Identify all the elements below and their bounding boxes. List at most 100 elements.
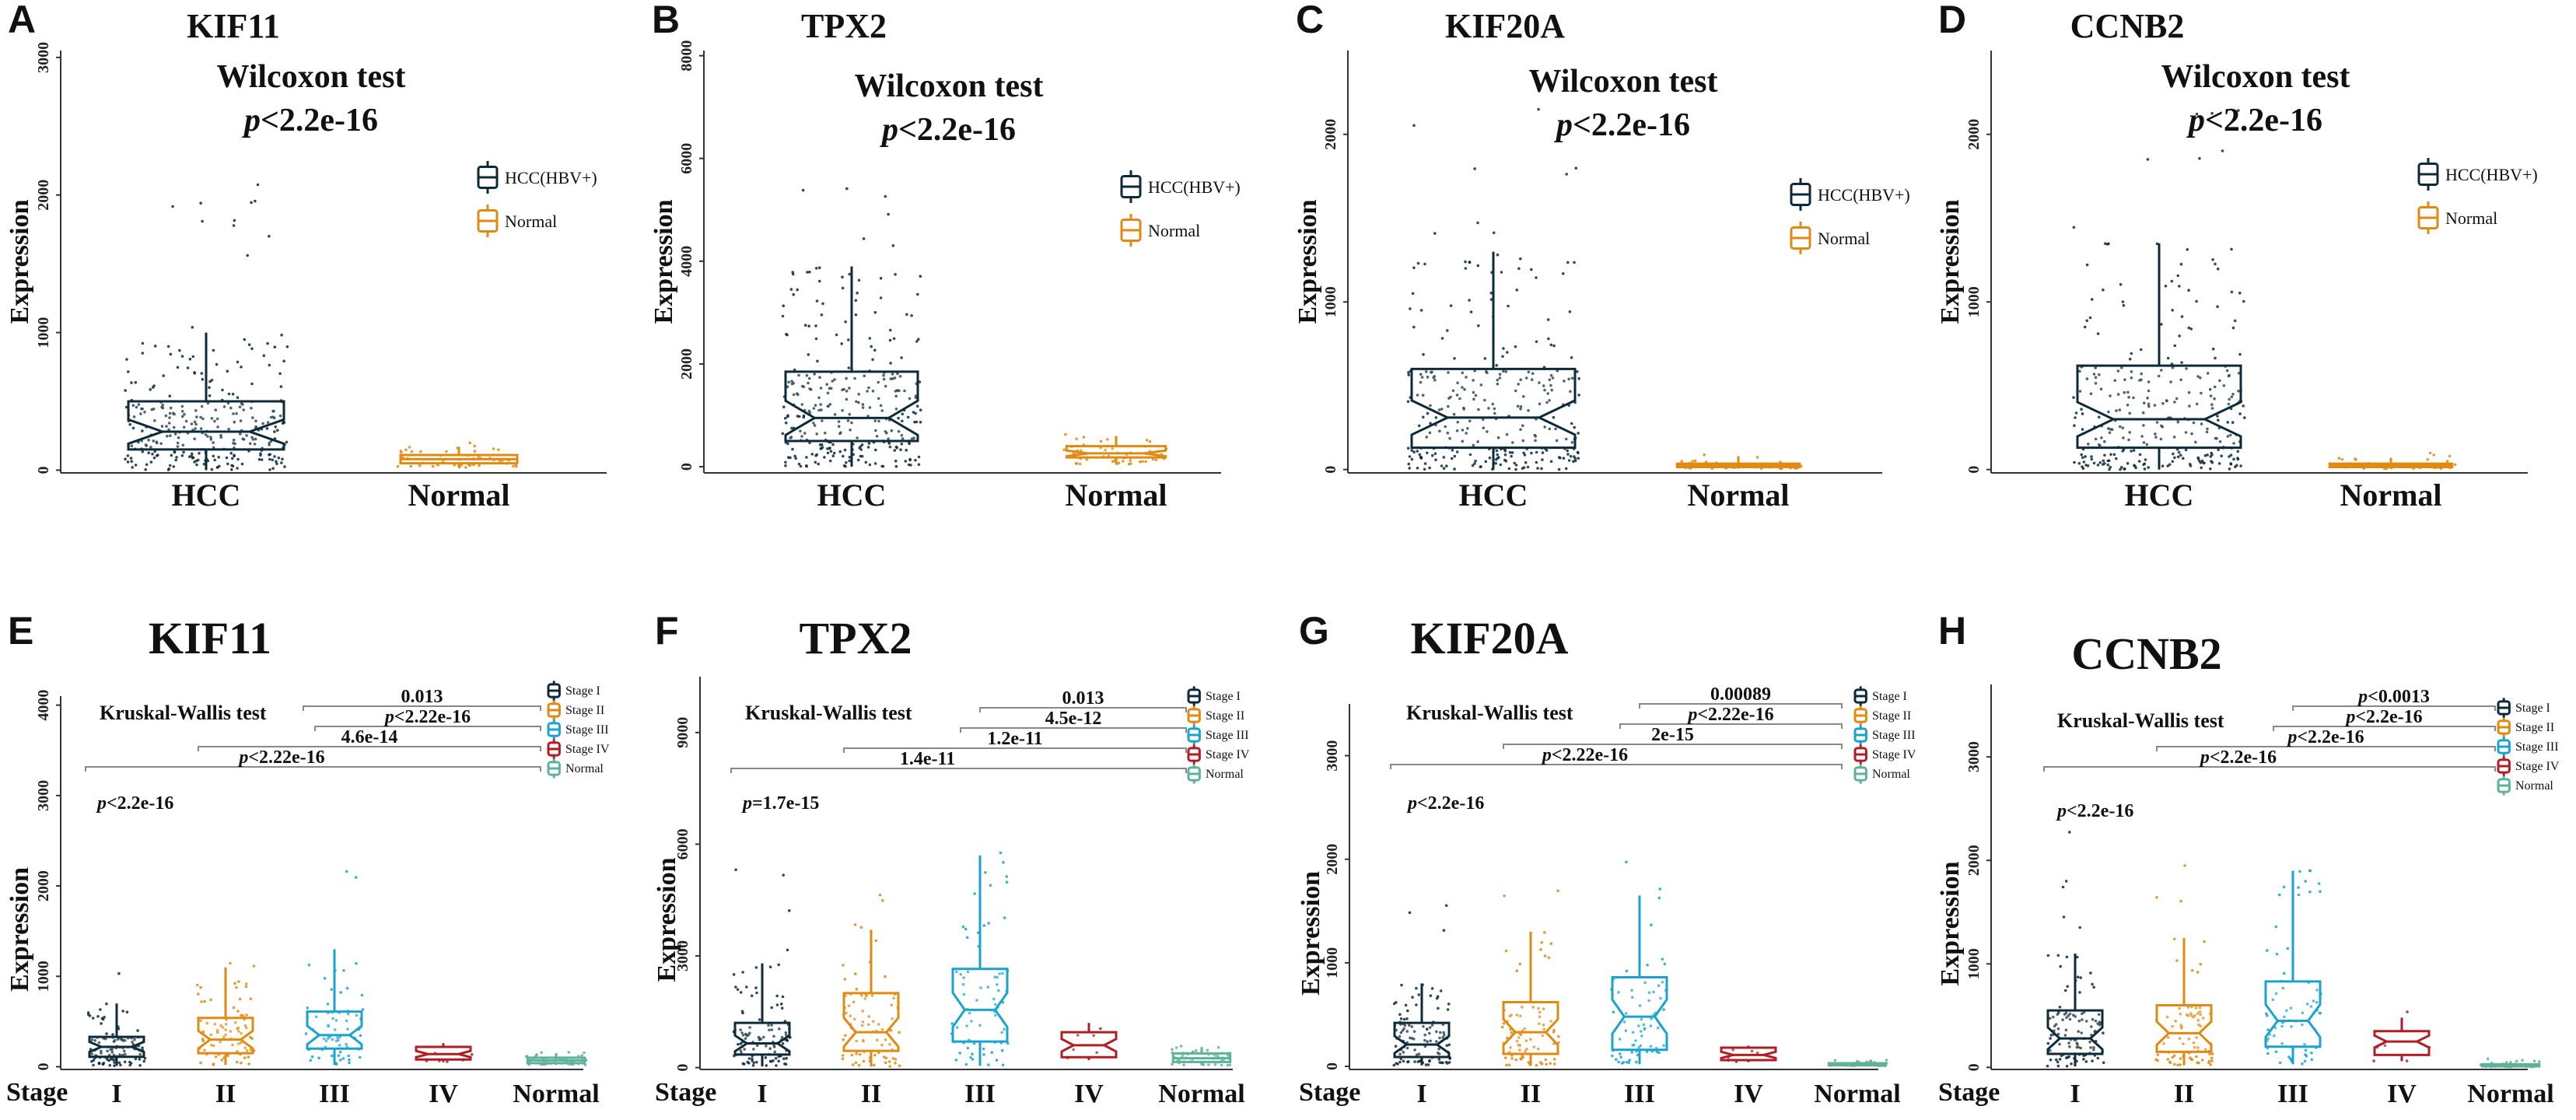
data-point xyxy=(2081,1018,2084,1021)
data-point xyxy=(1642,1023,1646,1027)
data-point xyxy=(2165,1015,2169,1019)
data-point xyxy=(823,456,826,459)
data-point xyxy=(1405,1046,1409,1050)
data-point xyxy=(215,1029,219,1032)
data-point xyxy=(908,397,912,401)
data-point xyxy=(975,999,978,1002)
data-point xyxy=(1461,386,1464,389)
legend-label: Normal xyxy=(1206,768,1244,781)
data-point xyxy=(2094,366,2097,369)
data-point xyxy=(1407,462,1411,466)
data-point xyxy=(91,1017,95,1020)
data-point xyxy=(2230,290,2234,294)
data-point xyxy=(1463,387,1466,391)
data-point xyxy=(2195,402,2199,406)
data-point xyxy=(1426,1040,1429,1043)
data-point xyxy=(250,347,254,351)
legend-label: Stage III xyxy=(565,723,609,737)
data-point xyxy=(874,448,877,452)
data-point xyxy=(225,456,229,460)
data-point xyxy=(2130,376,2133,380)
data-point xyxy=(855,1039,858,1043)
data-point xyxy=(1519,1033,1523,1037)
data-point xyxy=(220,1059,224,1062)
data-point xyxy=(2155,242,2159,246)
data-point xyxy=(2090,298,2094,301)
data-point xyxy=(1649,1045,1653,1048)
data-point xyxy=(1408,1024,1411,1027)
data-point xyxy=(1617,1060,1620,1064)
data-point xyxy=(2186,248,2189,251)
data-point xyxy=(1543,954,1547,957)
data-point xyxy=(914,396,918,400)
data-point xyxy=(1646,964,1649,967)
data-point xyxy=(199,427,203,430)
data-point xyxy=(2085,377,2089,380)
data-point xyxy=(2231,421,2235,424)
data-point xyxy=(1435,996,1439,1000)
box-2 xyxy=(306,1010,363,1050)
data-point xyxy=(2074,411,2078,415)
data-point xyxy=(1630,996,1634,999)
data-point xyxy=(2067,1041,2070,1045)
data-point xyxy=(1483,398,1486,402)
data-point xyxy=(1505,432,1509,436)
data-point xyxy=(130,381,133,384)
data-point xyxy=(817,408,821,412)
data-point xyxy=(2205,430,2209,434)
data-point xyxy=(1410,457,1414,461)
data-point xyxy=(1573,459,1577,463)
data-point xyxy=(360,993,364,997)
data-point xyxy=(497,448,500,451)
data-point xyxy=(2297,886,2300,889)
data-point xyxy=(847,366,851,369)
data-point xyxy=(854,313,858,317)
data-point xyxy=(855,400,858,404)
data-point xyxy=(261,422,264,425)
panel-letter: F xyxy=(655,609,679,653)
data-point xyxy=(757,1035,761,1039)
panel-letter: H xyxy=(1938,609,1966,653)
data-point xyxy=(1419,309,1423,312)
data-point xyxy=(214,1055,218,1059)
data-point xyxy=(1423,1038,1426,1042)
data-point xyxy=(919,421,922,424)
panel-letter: B xyxy=(652,0,680,41)
data-point xyxy=(1548,399,1551,402)
data-point xyxy=(250,201,253,205)
data-point xyxy=(2237,390,2240,393)
data-point xyxy=(190,422,194,425)
data-point xyxy=(396,464,400,468)
data-point xyxy=(833,378,836,381)
data-point xyxy=(1519,1057,1523,1061)
data-point xyxy=(888,328,892,332)
data-point xyxy=(1691,460,1694,463)
data-point xyxy=(119,1063,122,1067)
data-point xyxy=(198,452,201,455)
y-tick-label: 4000 xyxy=(35,690,52,721)
data-point xyxy=(2176,455,2180,459)
data-point xyxy=(2146,158,2150,161)
data-point xyxy=(898,1031,901,1034)
data-point xyxy=(1207,1063,1210,1066)
data-point xyxy=(2123,378,2126,382)
data-point xyxy=(871,358,874,362)
data-point xyxy=(2116,369,2120,373)
data-point xyxy=(2187,326,2191,330)
data-point xyxy=(133,1038,136,1041)
comparison-label: p<2.22e-16 xyxy=(1541,745,1628,765)
data-point xyxy=(1502,369,1505,373)
data-point xyxy=(1527,409,1530,412)
data-point xyxy=(229,451,233,455)
data-point xyxy=(826,451,830,455)
data-point xyxy=(191,456,195,460)
data-point xyxy=(1433,232,1437,235)
x-tick-label: Normal xyxy=(2467,1080,2553,1108)
data-point xyxy=(1466,427,1469,430)
data-point xyxy=(2165,399,2168,403)
data-point xyxy=(2147,380,2151,383)
data-point xyxy=(825,383,828,387)
data-point xyxy=(144,467,147,471)
data-point xyxy=(1404,1003,1408,1007)
